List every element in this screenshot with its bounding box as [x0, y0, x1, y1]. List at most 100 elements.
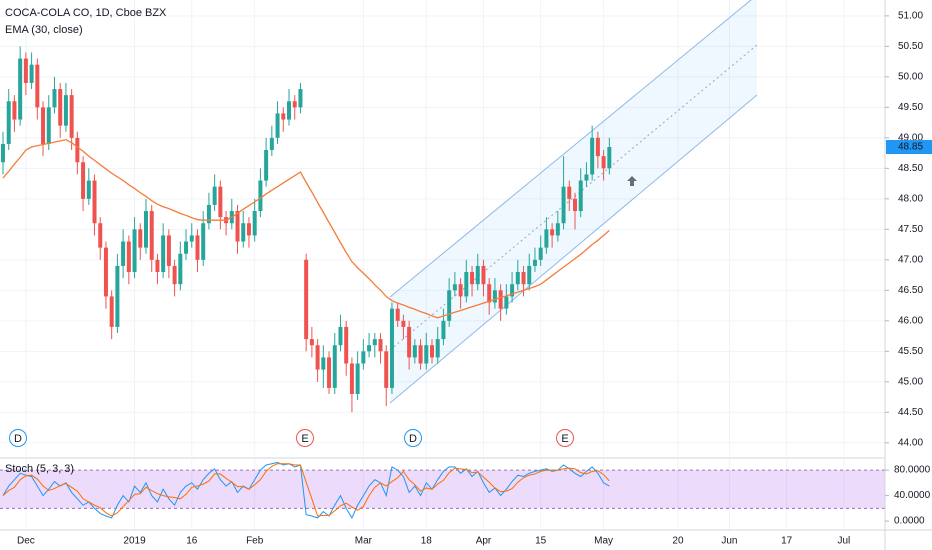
candle-body	[595, 137, 600, 157]
y-tick-label: 46.50	[898, 285, 923, 296]
candle-body	[23, 58, 28, 83]
candle-body	[418, 345, 423, 364]
candle-body	[521, 272, 526, 285]
stoch-band	[0, 470, 885, 509]
event-marker	[404, 429, 422, 447]
x-tick-label: Mar	[355, 536, 373, 547]
candle-body	[132, 229, 137, 273]
candle-body	[464, 272, 469, 297]
symbol-title: COCA-COLA CO, 1D, Cboe BZX	[5, 7, 167, 19]
candle-body	[321, 357, 326, 370]
candle-body	[452, 284, 457, 291]
candle-body	[264, 150, 269, 181]
candle-body	[435, 339, 440, 358]
candle-body	[327, 357, 332, 388]
candle-body	[184, 241, 189, 254]
x-tick-label: Feb	[246, 536, 264, 547]
candle-body	[344, 326, 349, 364]
candle-body	[115, 265, 120, 327]
candle-body	[447, 290, 452, 321]
candle-body	[292, 101, 297, 108]
candle-body	[298, 89, 303, 108]
y-tick-label: 45.00	[898, 376, 923, 387]
candle-body	[86, 180, 91, 199]
x-tick-label: Jun	[721, 536, 737, 547]
x-tick-label: Jul	[837, 536, 850, 547]
ema-legend: EMA (30, close)	[5, 24, 83, 36]
candle-body	[218, 186, 223, 218]
candle-body	[258, 180, 263, 212]
event-marker-label: D	[409, 433, 417, 445]
candle-body	[607, 146, 612, 169]
candle-body	[206, 204, 211, 224]
last-price-tag	[886, 139, 932, 154]
event-marker	[9, 429, 27, 447]
candle-body	[126, 241, 131, 273]
candle-body	[532, 259, 537, 266]
candle-body	[332, 345, 337, 388]
candle-body	[172, 265, 177, 285]
x-tick-label: 15	[535, 536, 547, 547]
y-tick-label: 48.50	[898, 163, 923, 174]
candle-body	[544, 229, 549, 248]
y-tick-label: 80.0000	[894, 465, 931, 476]
candle-body	[269, 137, 274, 151]
candle-body	[338, 326, 343, 346]
candle-body	[573, 198, 577, 212]
y-tick-label: 0.0000	[894, 516, 925, 527]
y-tick-label: 49.00	[898, 132, 923, 143]
candle-body	[6, 101, 11, 144]
x-tick-label: 2019	[123, 536, 146, 547]
event-marker	[296, 429, 314, 447]
candle-body	[166, 235, 171, 266]
candle-body	[355, 363, 360, 395]
candle-body	[241, 223, 246, 242]
last-price-label: 48.85	[898, 142, 923, 153]
y-tick-label: 44.50	[898, 407, 923, 418]
candle-body	[63, 95, 68, 126]
y-tick-label: 46.00	[898, 315, 923, 326]
candle-body	[401, 320, 406, 327]
candle-body	[309, 339, 314, 346]
candle-body	[178, 253, 183, 285]
x-tick-label: 17	[781, 536, 793, 547]
y-tick-label: 51.00	[898, 10, 923, 21]
event-marker-label: D	[14, 433, 22, 445]
candle-body	[109, 296, 114, 327]
channel-upper	[389, 0, 752, 298]
candle-body	[481, 265, 486, 285]
candle-body	[212, 186, 217, 205]
candle-body	[46, 107, 51, 144]
candle-body	[252, 211, 257, 236]
candle-body	[538, 247, 543, 260]
candle-body	[12, 101, 17, 120]
candle-body	[458, 284, 463, 297]
candle-body	[578, 180, 583, 212]
candle-body	[195, 235, 200, 260]
candle-body	[601, 156, 606, 169]
candle-body	[144, 211, 148, 248]
candle-body	[138, 229, 143, 248]
candle-body	[584, 174, 589, 181]
candle-body	[189, 235, 194, 242]
candle-body	[98, 223, 103, 248]
candle-body	[378, 339, 383, 352]
candle-body	[590, 137, 595, 175]
y-tick-label: 47.50	[898, 224, 923, 235]
candle-body	[367, 345, 372, 352]
candle-body	[498, 290, 503, 309]
candle-body	[121, 241, 126, 266]
ema-line	[2, 138, 610, 319]
grid	[0, 0, 885, 530]
candle-body	[1, 143, 5, 163]
candle-body	[103, 247, 108, 297]
candle-body	[555, 223, 560, 236]
y-tick-label: 45.50	[898, 346, 923, 357]
candle-body	[504, 296, 509, 309]
y-tick-label: 50.50	[898, 41, 923, 52]
candle-body	[527, 265, 532, 285]
candle-body	[287, 101, 291, 120]
candle-body	[41, 107, 46, 144]
candle-body	[372, 339, 377, 346]
